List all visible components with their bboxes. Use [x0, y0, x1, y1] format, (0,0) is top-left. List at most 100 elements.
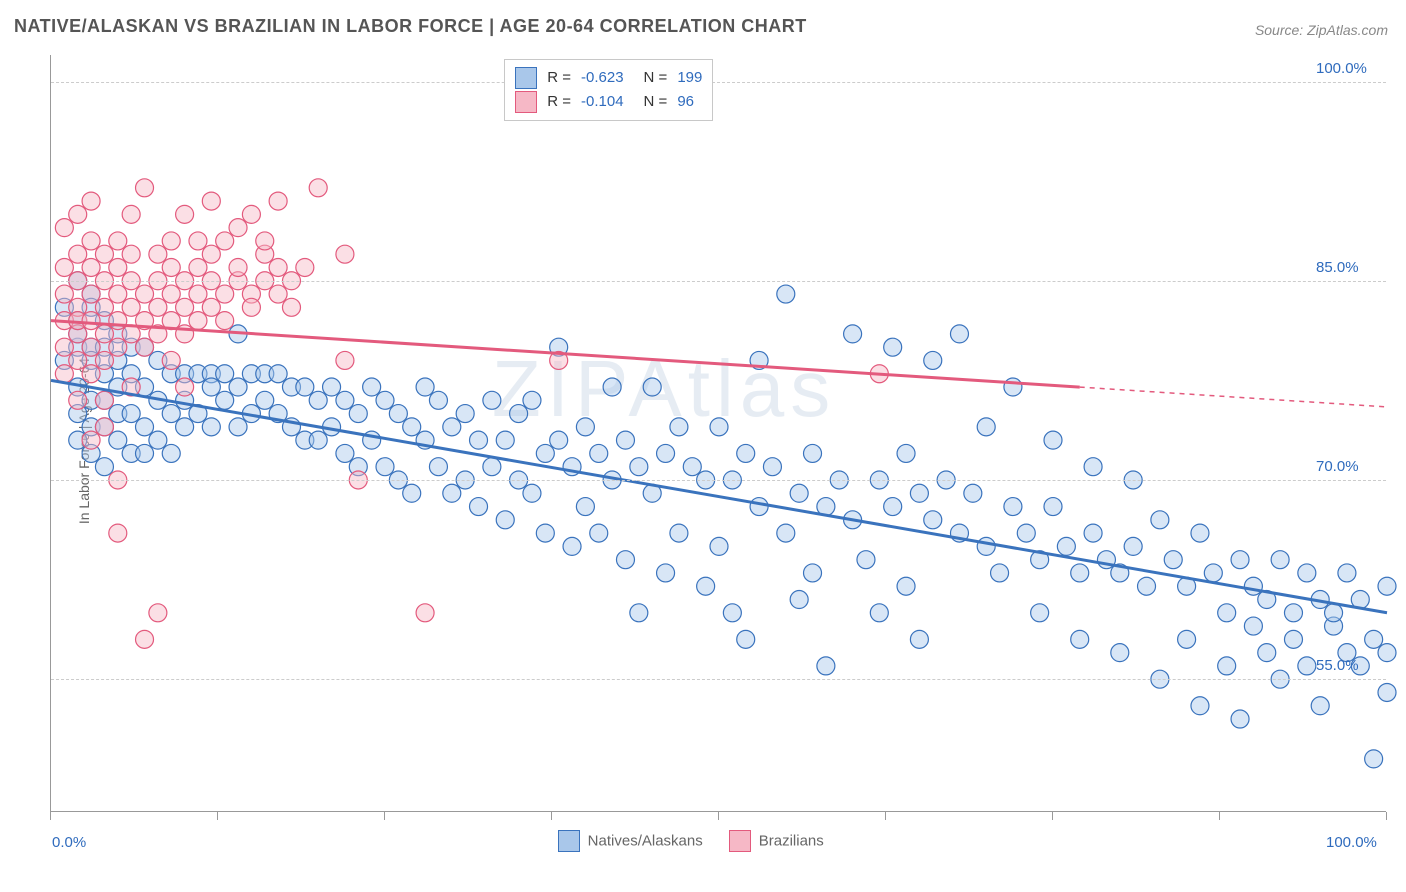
data-point [897, 444, 915, 462]
data-point [149, 298, 167, 316]
data-point [1298, 564, 1316, 582]
data-point [576, 498, 594, 516]
data-point [229, 258, 247, 276]
data-point [162, 258, 180, 276]
data-point [1378, 577, 1396, 595]
data-point [1284, 630, 1302, 648]
data-point [1244, 577, 1262, 595]
data-point [1084, 524, 1102, 542]
y-tick-label: 85.0% [1316, 259, 1359, 276]
data-point [657, 444, 675, 462]
y-tick-label: 100.0% [1316, 60, 1367, 77]
data-point [202, 378, 220, 396]
data-point [162, 405, 180, 423]
data-point [870, 604, 888, 622]
data-point [336, 444, 354, 462]
data-point [309, 431, 327, 449]
data-point [1017, 524, 1035, 542]
data-point [1231, 551, 1249, 569]
data-point [910, 630, 928, 648]
gridline [51, 281, 1386, 282]
legend-swatch [729, 830, 751, 852]
data-point [323, 378, 341, 396]
data-point [363, 378, 381, 396]
x-tick [885, 812, 886, 820]
x-tick [1219, 812, 1220, 820]
plot-area: In Labor Force | Age 20-64 ZIPAtlas [50, 55, 1386, 812]
data-point [1164, 551, 1182, 569]
data-point [737, 444, 755, 462]
data-point [1338, 564, 1356, 582]
data-point [790, 484, 808, 502]
data-point [844, 325, 862, 343]
data-point [763, 458, 781, 476]
data-point [777, 524, 795, 542]
data-point [55, 365, 73, 383]
corr-r-eq: R = [547, 90, 571, 114]
source-prefix: Source: [1255, 22, 1307, 38]
gridline [51, 480, 1386, 481]
data-point [336, 391, 354, 409]
data-point [1311, 697, 1329, 715]
data-point [1325, 604, 1343, 622]
data-point [1365, 630, 1383, 648]
data-point [1365, 750, 1383, 768]
corr-r-eq: R = [547, 66, 571, 90]
data-point [269, 285, 287, 303]
data-point [403, 418, 421, 436]
source-name: ZipAtlas.com [1307, 22, 1388, 38]
x-tick [217, 812, 218, 820]
data-point [162, 232, 180, 250]
data-point [109, 232, 127, 250]
data-point [162, 444, 180, 462]
data-point [136, 179, 154, 197]
data-point [1151, 511, 1169, 529]
data-point [1191, 524, 1209, 542]
data-point [136, 338, 154, 356]
data-point [282, 298, 300, 316]
data-point [176, 418, 194, 436]
x-tick [551, 812, 552, 820]
data-point [189, 258, 207, 276]
data-point [1378, 683, 1396, 701]
corr-n-val: 96 [677, 90, 694, 114]
data-point [189, 232, 207, 250]
data-point [82, 431, 100, 449]
data-point [630, 604, 648, 622]
data-point [216, 232, 234, 250]
data-point [523, 484, 541, 502]
data-point [95, 351, 113, 369]
data-point [376, 391, 394, 409]
data-point [630, 458, 648, 476]
data-point [109, 258, 127, 276]
data-point [456, 405, 474, 423]
data-point [723, 604, 741, 622]
data-point [55, 285, 73, 303]
data-point [496, 511, 514, 529]
data-point [95, 391, 113, 409]
data-point [523, 391, 541, 409]
data-point [977, 418, 995, 436]
data-point [1218, 604, 1236, 622]
data-point [737, 630, 755, 648]
data-point [95, 418, 113, 436]
data-point [176, 378, 194, 396]
data-point [616, 551, 634, 569]
data-point [176, 298, 194, 316]
data-point [82, 338, 100, 356]
data-point [697, 577, 715, 595]
data-point [109, 338, 127, 356]
data-point [710, 537, 728, 555]
data-point [82, 285, 100, 303]
data-point [1044, 498, 1062, 516]
data-point [202, 418, 220, 436]
corr-row-natives: R = -0.623N = 199 [515, 66, 702, 90]
data-point [1284, 604, 1302, 622]
data-point [563, 537, 581, 555]
data-point [750, 498, 768, 516]
data-point [443, 484, 461, 502]
corr-r-val: -0.623 [581, 66, 624, 90]
data-point [416, 378, 434, 396]
series-natives [55, 272, 1396, 768]
data-point [136, 418, 154, 436]
